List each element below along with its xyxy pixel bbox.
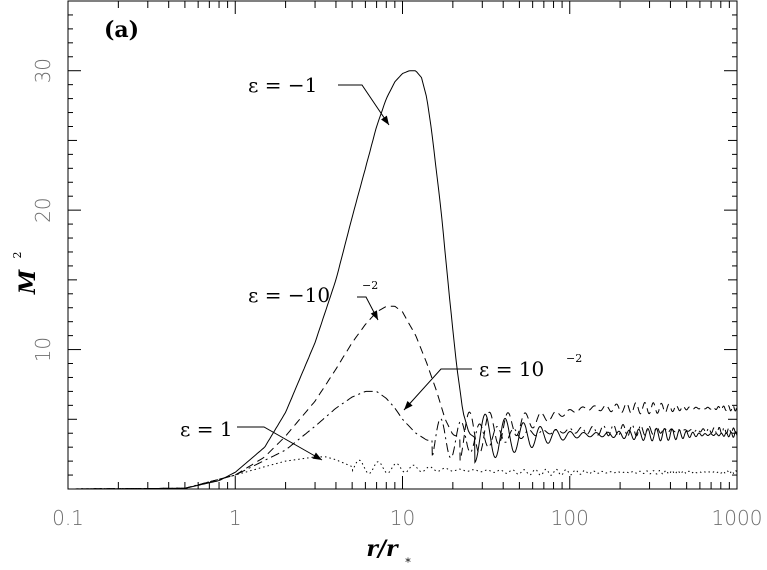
annotation-arrowhead [370,310,378,320]
series-line-3 [68,390,738,490]
x-tick-label: 10 [390,506,415,530]
x-tick-label: 100 [551,506,589,530]
annotations: ε = −1 ε = −10 −2 ε = 10 −2 ε = 1 [180,73,582,461]
annotation-label: ε = −10 [248,283,330,307]
series-line-2 [68,305,738,490]
annotation-label: ε = −1 [248,73,317,97]
tick-marks [67,0,738,489]
x-axis-label: r/r * [366,536,411,569]
x-tick-label: 1 [229,506,242,530]
annotation-superscript: −2 [362,279,378,292]
x-tick-label: 0.1 [52,506,84,530]
annotation-leader-line [403,368,472,411]
annotation-superscript: −2 [566,352,582,365]
annotation-leader-line [237,426,323,461]
data-series [68,70,738,490]
y-axis-label-main: M [15,269,41,295]
panel-label: (a) [104,17,139,43]
annotation-arrowhead [404,400,413,410]
x-tick-label: 1000 [712,506,763,530]
annotation-leader-line [338,84,390,126]
x-axis-label-subscript: * [405,556,411,569]
y-tick-label: 10 [31,337,55,362]
annotation-label: ε = 1 [180,417,233,441]
y-axis-label-superscript: 2 [11,252,24,259]
y-axis-label: M 2 [11,252,41,296]
annotation-arrowhead [312,452,322,460]
annotation-label: ε = 10 [479,357,544,381]
series-line-1 [68,70,738,490]
tick-labels: 0.1 1 10 100 1000 10 20 30 [31,58,762,530]
y-tick-label: 20 [31,197,55,222]
y-tick-label: 30 [31,58,55,83]
annotation-arrowhead [381,115,389,125]
x-axis-label-main: r/r [366,536,399,562]
